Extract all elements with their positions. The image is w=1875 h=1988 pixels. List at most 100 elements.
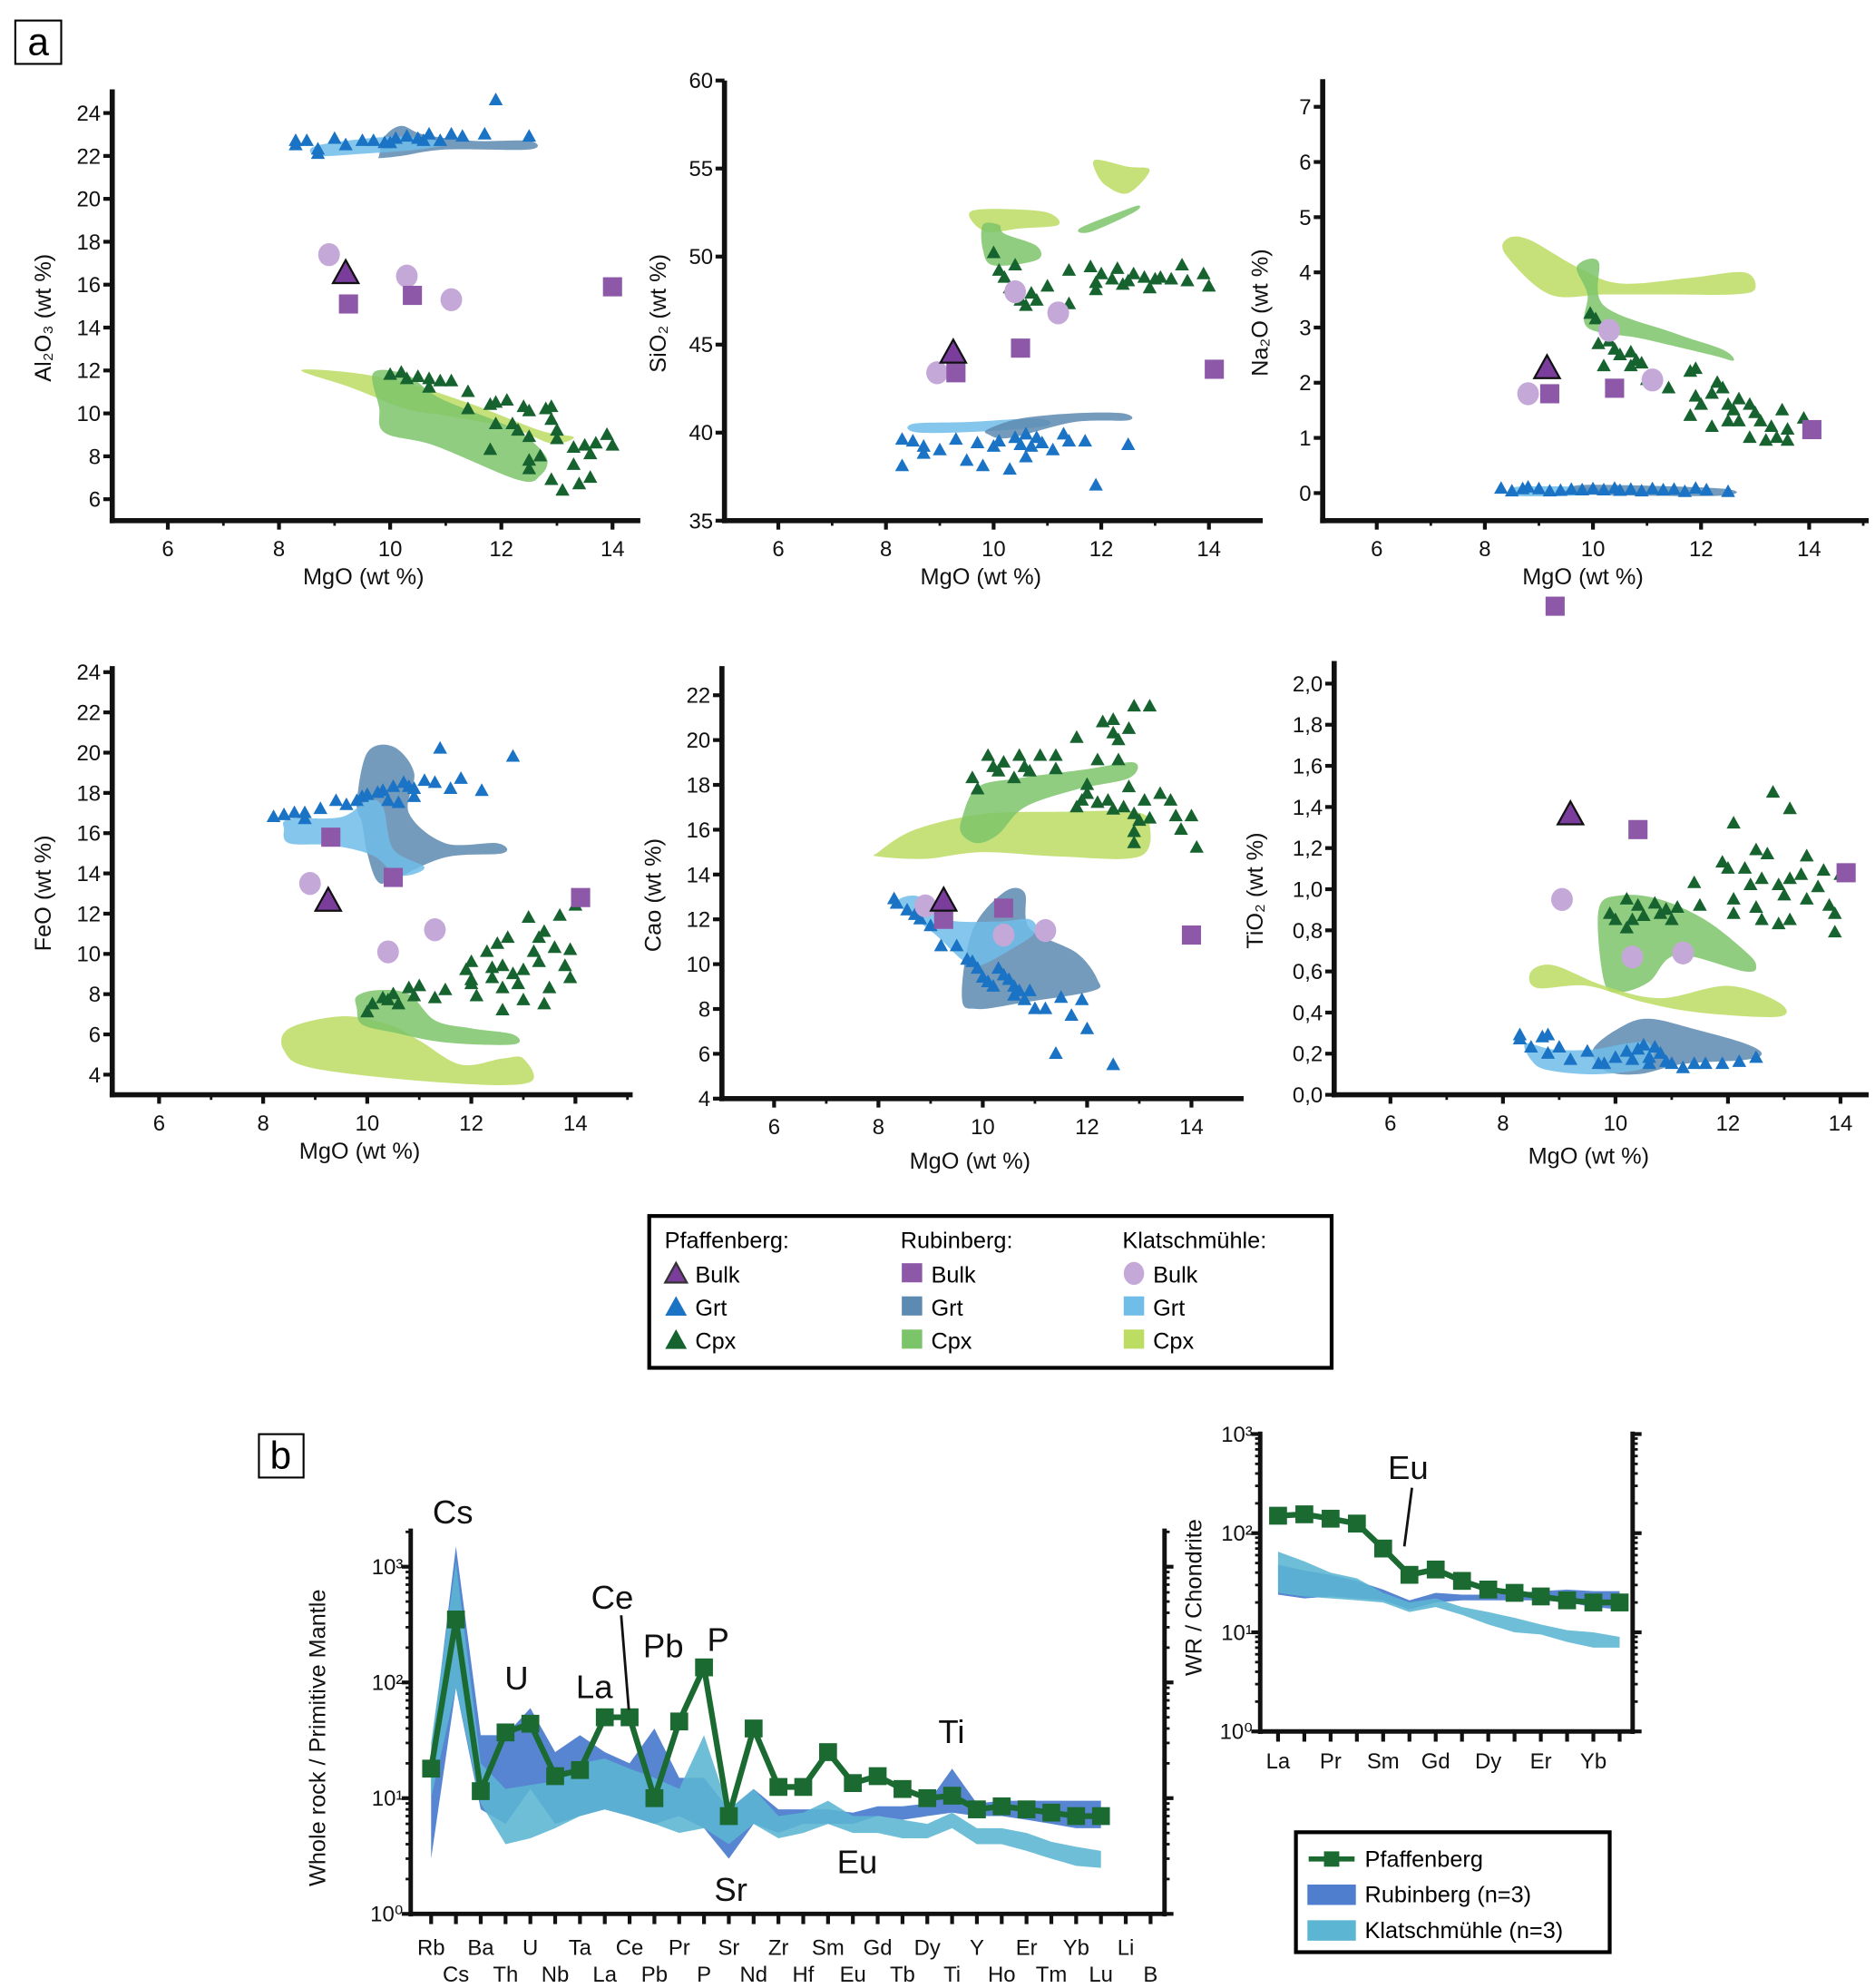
- y-tick-label: 22: [687, 684, 711, 709]
- fields: [280, 744, 534, 1085]
- pf-cpx-point: [1800, 848, 1814, 862]
- annotation-eu: Eu: [837, 1843, 878, 1880]
- pf-cpx-point: [991, 262, 1007, 276]
- pf-grt-point: [422, 126, 436, 140]
- pf-grt-point: [1078, 434, 1092, 447]
- pf-cpx-point: [1040, 279, 1055, 292]
- pf-grt-point: [406, 781, 422, 794]
- pf-cpx-point: [1753, 414, 1768, 426]
- kl-bulk-point: [1034, 918, 1057, 943]
- y-tick-label: 18: [77, 230, 102, 255]
- y-tick-label: 20: [77, 188, 102, 212]
- pf-grt-point: [1608, 1050, 1623, 1063]
- x-tick-label: 14: [601, 537, 625, 562]
- pf-grt-point: [406, 788, 422, 802]
- pf-cpx-point: [1142, 699, 1157, 712]
- pfaffenberg-point: [521, 1714, 540, 1733]
- pf-grt-point: [1597, 1056, 1612, 1070]
- y-tick-label: 22: [77, 144, 102, 169]
- pf-cpx-point: [571, 476, 587, 490]
- pf-grt-point: [913, 911, 928, 925]
- pf-grt-point: [1520, 479, 1536, 493]
- pf-grt-point: [1053, 990, 1069, 1004]
- pf-grt-point: [277, 807, 291, 820]
- pf-cpx-point: [1772, 877, 1786, 891]
- pf-grt-point: [1540, 1027, 1556, 1041]
- x-tick-label: 8: [273, 537, 285, 562]
- pf-cpx-point: [427, 990, 443, 1004]
- pf-cpx-point: [1090, 795, 1105, 808]
- pfaffenberg-point: [744, 1719, 763, 1738]
- pfaffenberg-point: [546, 1767, 564, 1786]
- pf-cpx-point: [562, 970, 578, 984]
- pf-grt-point: [1613, 483, 1627, 496]
- y-tick-label: 7: [1299, 95, 1311, 120]
- pf-cpx-point: [365, 996, 380, 1010]
- pf-cpx-point: [433, 373, 448, 387]
- pf-cpx-point: [526, 944, 542, 957]
- pf-cpx-point: [996, 754, 1011, 768]
- pf-cpx-point: [537, 924, 552, 937]
- kl-bulk-point: [396, 264, 418, 288]
- pf-cpx-point: [1106, 725, 1120, 739]
- legend-item-label: Bulk: [695, 1262, 740, 1288]
- pfaffenberg-point: [1091, 1807, 1110, 1826]
- field-rb-grt: [984, 412, 1133, 439]
- pf-cpx-point: [1828, 925, 1842, 938]
- y-tick-label: 10²: [1221, 1522, 1253, 1546]
- x-tick-label: B: [1143, 1963, 1157, 1987]
- pfaffenberg-point: [422, 1759, 441, 1778]
- pf-cpx-point: [406, 988, 422, 1002]
- pf-cpx-point: [1774, 402, 1790, 416]
- pf-cpx-point: [1694, 397, 1708, 410]
- y-tick-label: 4: [1299, 261, 1311, 286]
- pf-cpx-point: [1094, 266, 1108, 279]
- legend-marker-rb-cpx: [902, 1329, 923, 1349]
- pf-grt-point: [975, 458, 991, 472]
- pf-grt-point: [1749, 1050, 1763, 1063]
- pfaffenberg-point: [918, 1788, 937, 1807]
- pf-cpx-point: [483, 442, 498, 455]
- pf-cpx-point: [544, 472, 559, 485]
- annotation-la: La: [576, 1669, 613, 1706]
- pf-cpx-point: [1153, 269, 1168, 283]
- x-tick-label: 12: [1089, 537, 1114, 562]
- pf-grt-point: [1017, 992, 1032, 1005]
- x-tick-label: 8: [880, 537, 892, 562]
- x-tick-label: Ce: [616, 1935, 644, 1960]
- pf-cpx-point: [1721, 860, 1735, 874]
- annotation-pb: Pb: [643, 1628, 684, 1665]
- pfaffenberg-point: [1479, 1581, 1498, 1599]
- pf-cpx-point: [1083, 260, 1098, 272]
- y-tick-label: 20: [77, 741, 102, 766]
- pf-cpx-point: [501, 930, 515, 944]
- pf-grt-point: [1688, 481, 1704, 495]
- pf-cpx-point: [516, 962, 531, 975]
- pf-grt-point: [1624, 482, 1638, 495]
- pfaffenberg-point: [1400, 1565, 1419, 1584]
- x-tick-label: Nb: [542, 1963, 570, 1987]
- pf-grt-point: [1675, 1060, 1691, 1073]
- x-tick-label: Gd: [864, 1935, 893, 1960]
- pf-cpx-point: [1754, 912, 1769, 925]
- pf-cpx-point: [522, 453, 537, 466]
- pf-bulk-point: [929, 885, 959, 912]
- pf-cpx-point: [402, 980, 416, 994]
- pf-grt-point: [338, 137, 353, 151]
- x-tick-label: 10: [356, 1112, 380, 1136]
- pf-grt-point: [1563, 1052, 1578, 1065]
- pf-grt-point: [1732, 1053, 1747, 1067]
- pf-cpx-point: [1686, 875, 1702, 888]
- pf-grt-point: [916, 438, 931, 452]
- pf-cpx-point: [480, 944, 494, 957]
- pf-grt-point: [991, 434, 1007, 447]
- pf-cpx-point: [1726, 906, 1741, 919]
- pf-grt-point: [1106, 1057, 1120, 1071]
- field-kl-cpx: [280, 1016, 534, 1085]
- pf-grt-point: [327, 131, 342, 144]
- pf-cpx-point: [1008, 258, 1022, 271]
- legend-swatch: [1307, 1884, 1356, 1905]
- annotation-cs: Cs: [433, 1493, 474, 1531]
- pf-grt-point: [949, 938, 964, 952]
- pf-cpx-point: [1630, 897, 1646, 911]
